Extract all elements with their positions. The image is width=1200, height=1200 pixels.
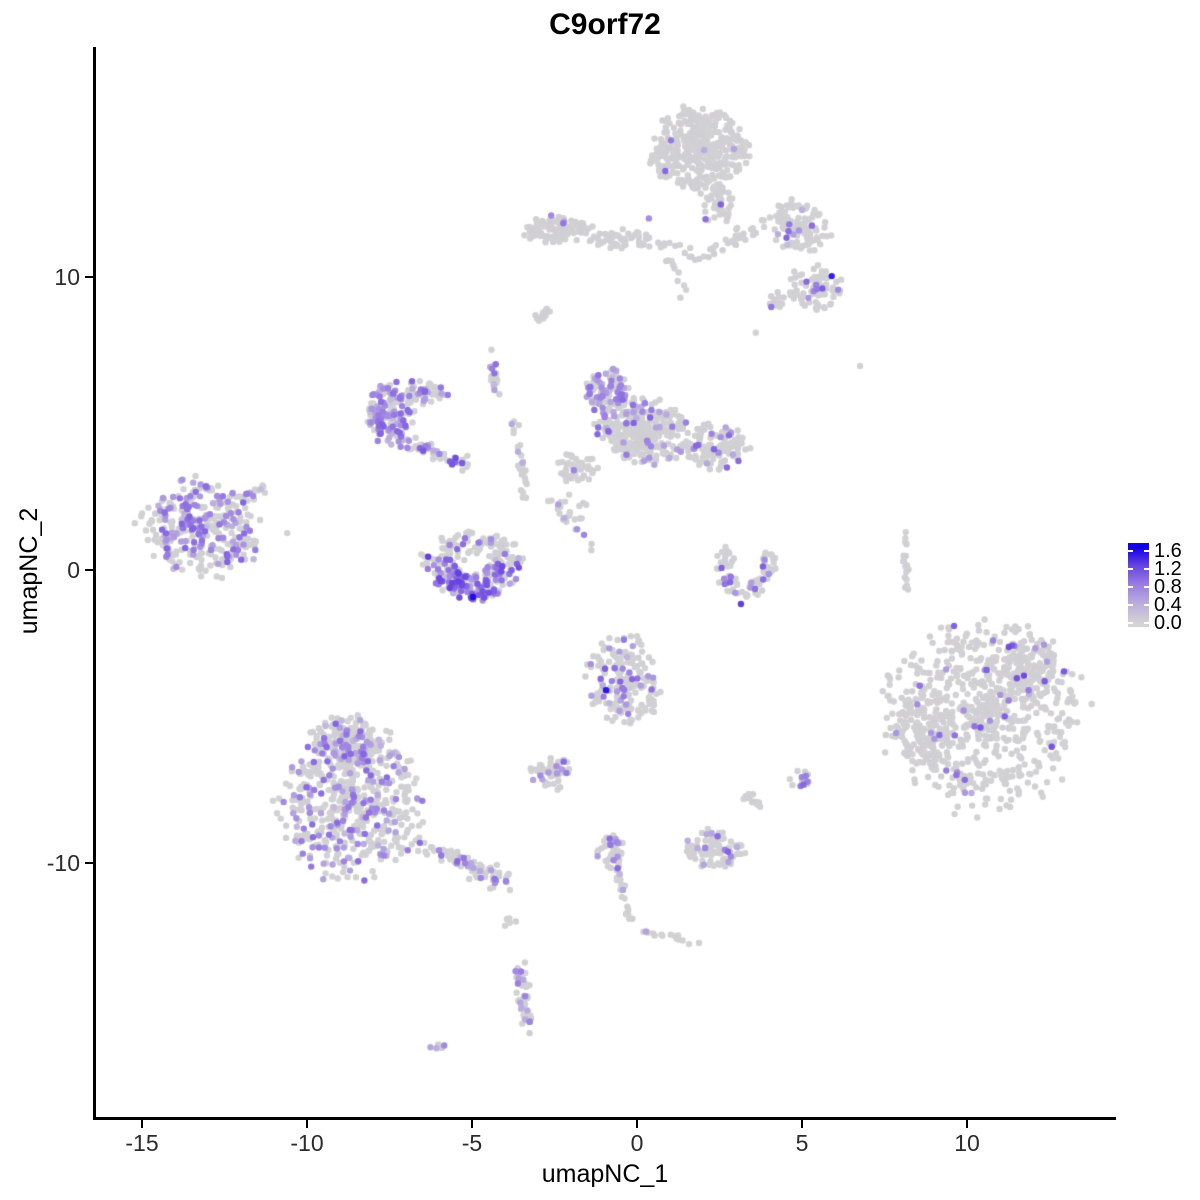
x-tick-label: 0 [630,1130,644,1156]
x-tick-mark [635,1120,639,1128]
x-tick-label: 10 [954,1130,980,1156]
legend-tick-label: 0.8 [1154,576,1182,598]
legend-tick-mark [1144,622,1149,624]
x-tick-mark [470,1120,474,1128]
y-tick-mark [85,861,93,865]
y-axis-line [93,47,96,1118]
x-tick-mark [140,1120,144,1128]
x-tick-mark [305,1120,309,1128]
x-tick-label: -15 [125,1130,159,1156]
x-tick-label: 5 [795,1130,809,1156]
legend-tick-mark [1128,568,1133,570]
x-axis-label: umapNC_1 [541,1160,669,1188]
y-tick-label: -10 [46,850,80,876]
x-tick-mark [965,1120,969,1128]
legend-tick-mark [1128,586,1133,588]
legend-tick-label: 0.0 [1154,612,1182,634]
legend-tick-mark [1128,550,1133,552]
legend-colorbar [1128,543,1149,627]
legend-tick-mark [1128,622,1133,624]
x-tick-label: -5 [461,1130,483,1156]
legend-tick-mark [1144,586,1149,588]
y-tick-mark [85,275,93,279]
legend-tick-mark [1128,604,1133,606]
x-tick-mark [800,1120,804,1128]
y-tick-label: 0 [67,557,80,583]
legend-tick-label: 1.6 [1154,540,1182,562]
x-tick-label: -10 [290,1130,324,1156]
legend-tick-mark [1144,568,1149,570]
y-tick-label: 10 [54,264,80,290]
expression-legend: 1.6 1.2 0.8 0.4 0.0 [1124,538,1200,638]
y-axis-label: umapNC_2 [15,507,43,635]
y-tick-mark [85,568,93,572]
legend-tick-label: 1.2 [1154,558,1182,580]
plot-title: C9orf72 [549,8,661,41]
x-axis-line [93,1117,1116,1120]
legend-tick-label: 0.4 [1154,594,1182,616]
legend-tick-mark [1144,604,1149,606]
legend-tick-mark [1144,550,1149,552]
